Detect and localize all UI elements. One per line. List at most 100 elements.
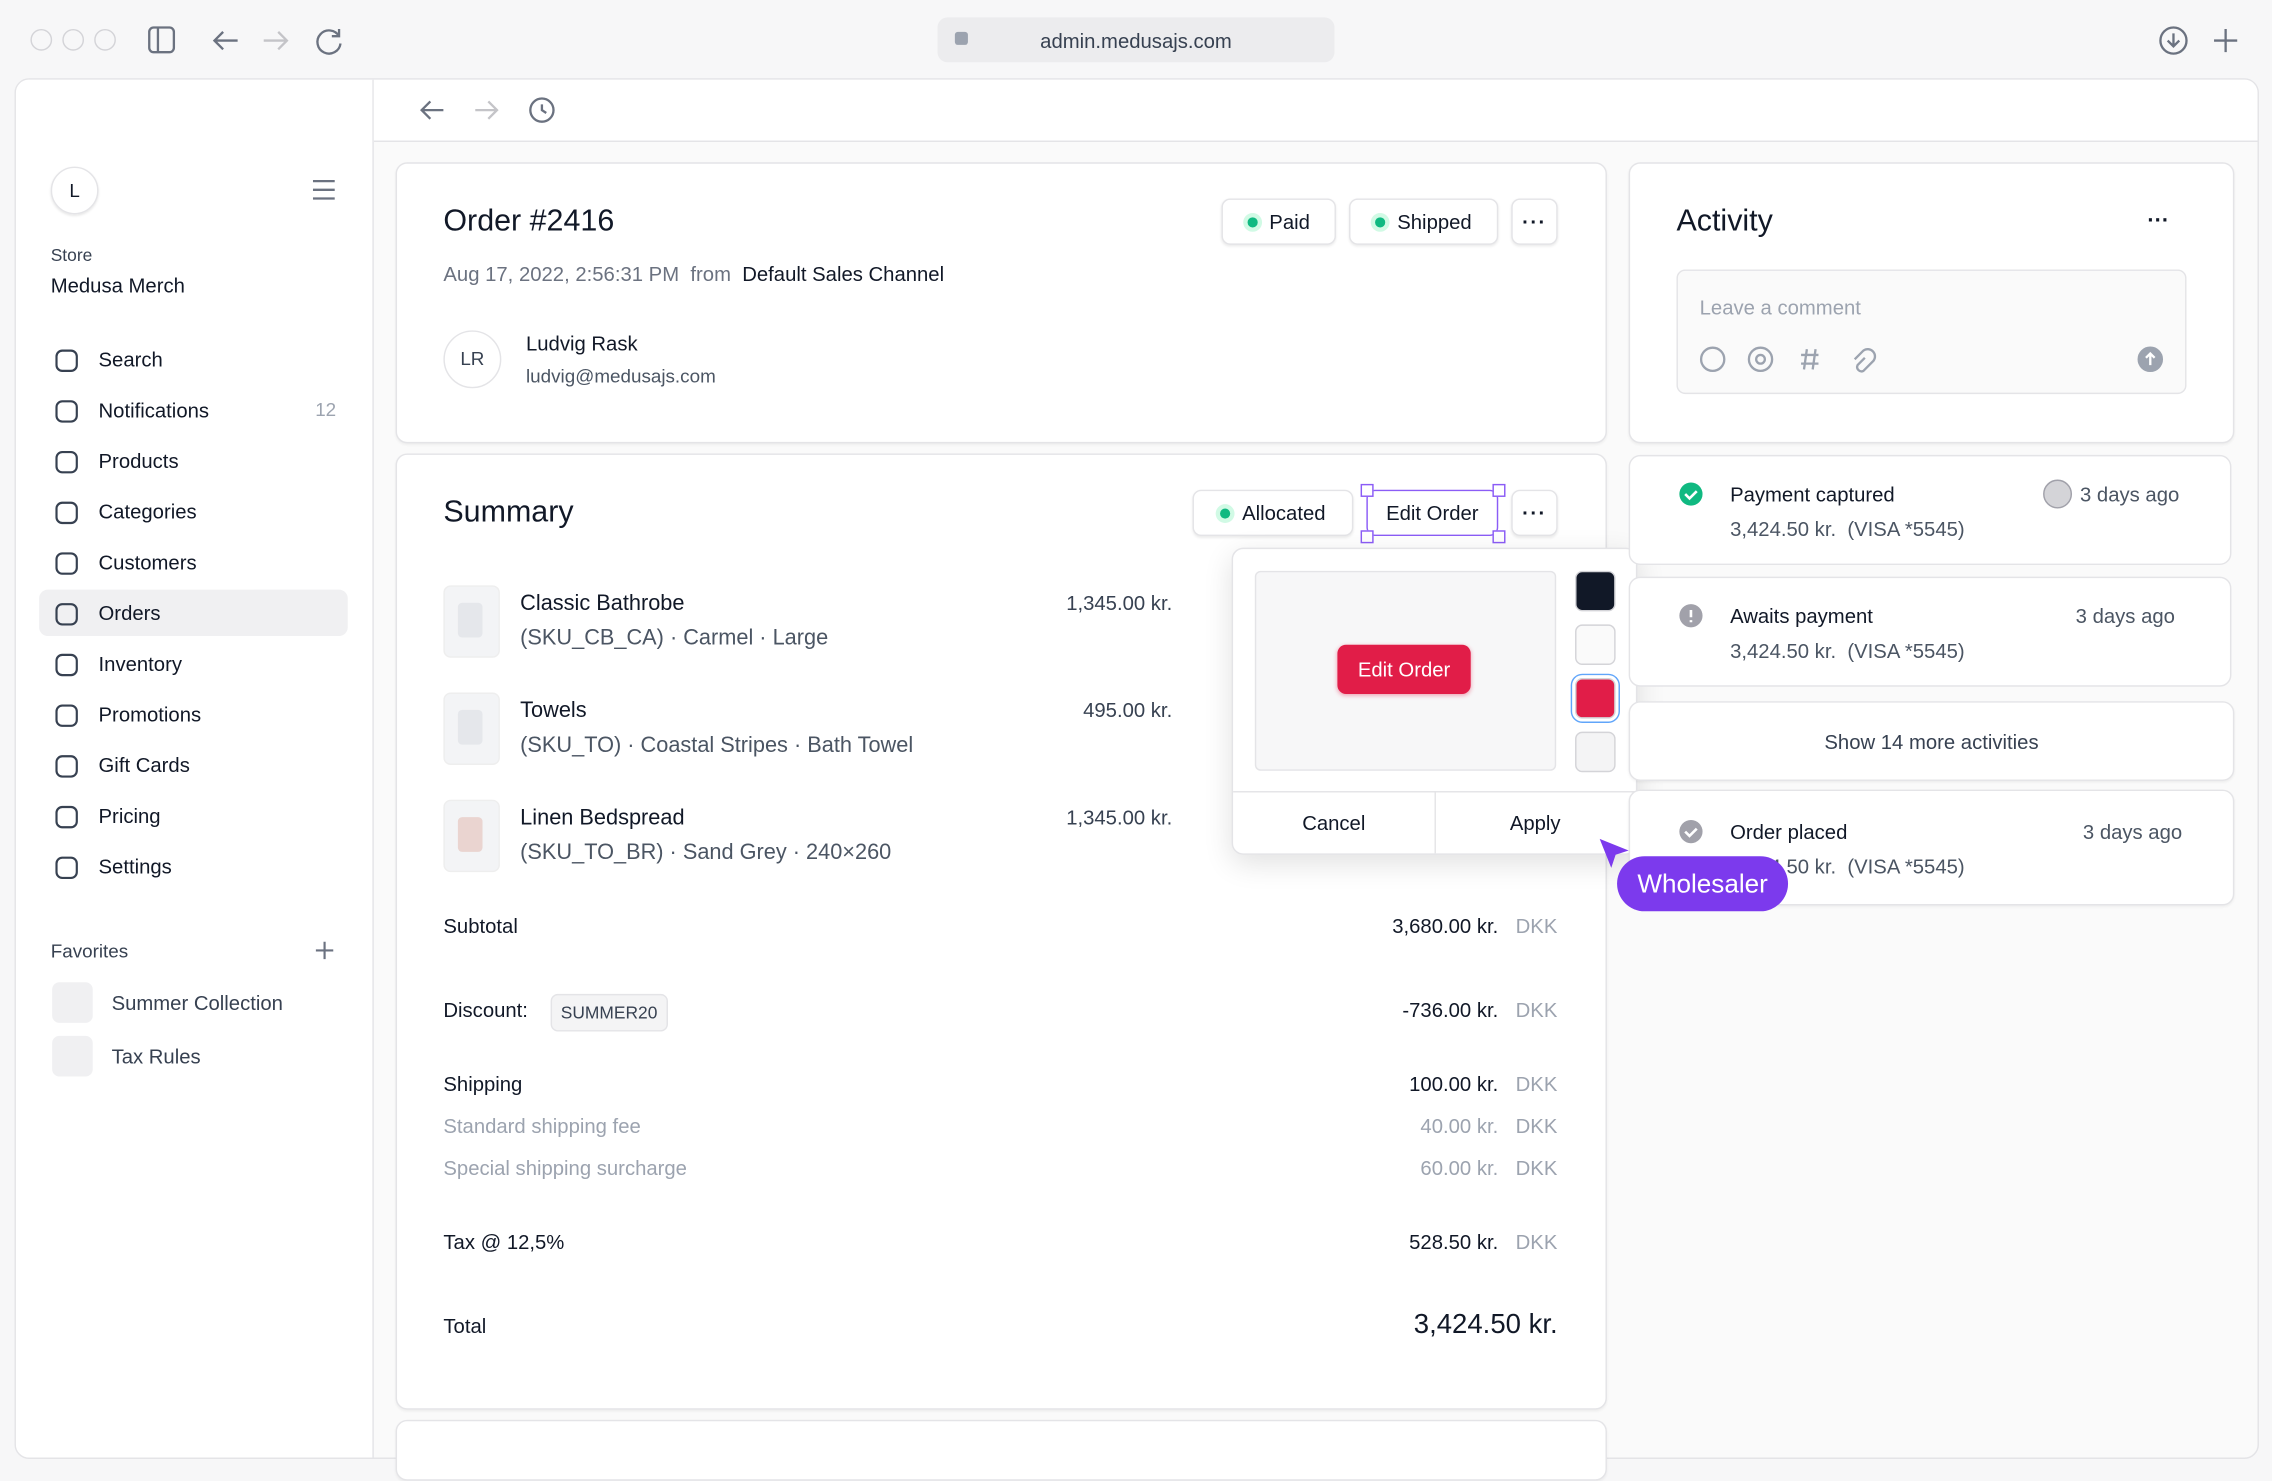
more-button[interactable]: ··· [1511, 489, 1558, 537]
activity-title: Activity [1676, 204, 1773, 238]
badge-label: Paid [1269, 210, 1310, 234]
total-row-label: Tax @ 12,5% [443, 1230, 565, 1254]
favorite-thumb [52, 1035, 93, 1077]
avatar[interactable]: L [50, 166, 99, 215]
item-name[interactable]: Linen Bedspread [520, 805, 685, 831]
total-row-currency: DKK [1515, 1230, 1558, 1254]
summary-title: Summary [443, 495, 574, 529]
badge-label: Shipped [1397, 210, 1472, 234]
status-dot [1375, 216, 1386, 227]
cancel-button[interactable]: Cancel [1302, 811, 1366, 835]
event-time: 3 days ago [2080, 482, 2180, 506]
url-bar[interactable]: admin.medusajs.com [937, 17, 1335, 63]
color-swatch[interactable] [1575, 570, 1616, 612]
nav-item[interactable]: Settings [98, 854, 172, 878]
item-variant: (SKU_CB_CA) · Carmel · Large [520, 625, 829, 651]
handle [1360, 530, 1374, 544]
sidebar [15, 79, 374, 1458]
status-dot [1220, 507, 1231, 518]
badge-shipped[interactable]: Shipped [1349, 198, 1499, 245]
nav-item[interactable]: Notifications [98, 398, 210, 422]
nav-item[interactable]: Products [98, 449, 179, 473]
history-icons[interactable] [406, 94, 565, 126]
favorite-thumb [52, 982, 93, 1023]
popover: Edit Order Cancel Apply [1231, 547, 1638, 855]
item-price: 495.00 kr. [1083, 698, 1173, 722]
favorite-item[interactable]: Tax Rules [111, 1044, 201, 1068]
nav-item[interactable]: Customers [98, 550, 197, 574]
menu-icon[interactable] [310, 177, 339, 203]
nav-item[interactable]: Categories [98, 499, 197, 524]
total-row-amount: 528.50 kr. [1409, 1230, 1499, 1254]
total-row-amount: 100.00 kr. [1409, 1072, 1499, 1096]
color-swatch[interactable] [1575, 731, 1616, 773]
nav-item[interactable]: Promotions [98, 702, 202, 726]
nav-item[interactable]: Pricing [98, 804, 161, 828]
activity-event: Awaits payment 3 days ago 3,424.50 kr. (VI… [1628, 576, 2232, 687]
comment-box[interactable]: Leave a comment [1676, 269, 2187, 395]
browser-actions[interactable] [2156, 23, 2246, 58]
window-control[interactable] [30, 28, 53, 51]
item-thumb-art [457, 817, 483, 852]
comment-placeholder: Leave a comment [1699, 295, 1861, 319]
nav-icon [55, 704, 78, 727]
nav-icon [55, 552, 78, 575]
event-title: Payment captured [1730, 482, 1895, 506]
badge-allocated[interactable]: Allocated [1192, 489, 1354, 537]
more-activities-label: Show 14 more activities [1824, 730, 2039, 754]
more-button[interactable]: ··· [1511, 198, 1558, 245]
more-activities[interactable]: Show 14 more activities [1628, 701, 2235, 781]
customer-email[interactable]: ludvig@medusajs.com [525, 365, 716, 387]
order-date: Aug 17, 2022, 2:56:31 PM from Default Sa… [443, 262, 944, 285]
url: admin.medusajs.com [1040, 28, 1232, 53]
nav-icon [55, 653, 78, 677]
event-detail: 3,424.50 kr. (VISA *5545) [1730, 638, 1965, 663]
date: Aug 17, 2022, 2:56:31 PM [443, 262, 680, 286]
preview-button[interactable]: Edit Order [1337, 644, 1471, 694]
favorites-title: Favorites [50, 940, 129, 963]
color-swatch[interactable] [1575, 624, 1616, 665]
nav-item[interactable]: Orders [98, 601, 161, 625]
total-row-amount: 40.00 kr. [1420, 1114, 1499, 1138]
total-row-amount: 3,680.00 kr. [1392, 914, 1499, 938]
edit-order-button[interactable]: Edit Order [1366, 489, 1499, 537]
total-row-amount: 60.00 kr. [1420, 1156, 1499, 1180]
nav-active-bg[interactable] [39, 589, 348, 637]
window-control[interactable] [62, 28, 85, 51]
badge-paid[interactable]: Paid [1221, 198, 1336, 245]
more-button[interactable]: ··· [2147, 208, 2170, 234]
browser-nav-icons[interactable] [145, 23, 348, 58]
nav-icon [55, 603, 78, 626]
nav-item[interactable]: Gift Cards [98, 753, 190, 777]
handle [1492, 530, 1506, 544]
order-title: Order #2416 [443, 204, 615, 238]
add-favorite[interactable] [313, 939, 336, 962]
nav-icon [55, 805, 78, 829]
customer-name[interactable]: Ludvig Rask [525, 331, 638, 355]
favorite-item[interactable]: Summer Collection [111, 990, 283, 1015]
nav-item[interactable]: Inventory [98, 651, 182, 676]
total-row-amount: -736.00 kr. [1402, 998, 1499, 1022]
item-thumb-art [457, 602, 483, 638]
event-detail: 3,424.50 kr. (VISA *5545) [1730, 517, 1965, 541]
handle [1360, 483, 1374, 497]
event-time: 3 days ago [2075, 604, 2175, 628]
color-swatch[interactable] [1575, 678, 1616, 719]
window-control[interactable] [94, 28, 116, 51]
nav-icon [55, 755, 78, 778]
total-row-label: Standard shipping fee [443, 1114, 641, 1138]
total-label: Total [443, 1314, 487, 1338]
total-row-label: Special shipping surcharge [443, 1156, 687, 1180]
comment-tools[interactable] [1698, 343, 2167, 375]
status-icon [1679, 604, 1703, 628]
apply-button[interactable]: Apply [1509, 811, 1561, 835]
total-row-currency: DKK [1515, 1156, 1558, 1180]
item-name[interactable]: Towels [520, 698, 587, 723]
total-row-currency: DKK [1515, 914, 1558, 938]
item-variant: (SKU_TO_BR) · Sand Grey · 240×260 [520, 840, 892, 865]
item-thumb-art [457, 709, 483, 745]
nav-item[interactable]: Search [98, 347, 163, 371]
status-dot [1247, 216, 1258, 227]
item-name[interactable]: Classic Bathrobe [520, 591, 685, 616]
